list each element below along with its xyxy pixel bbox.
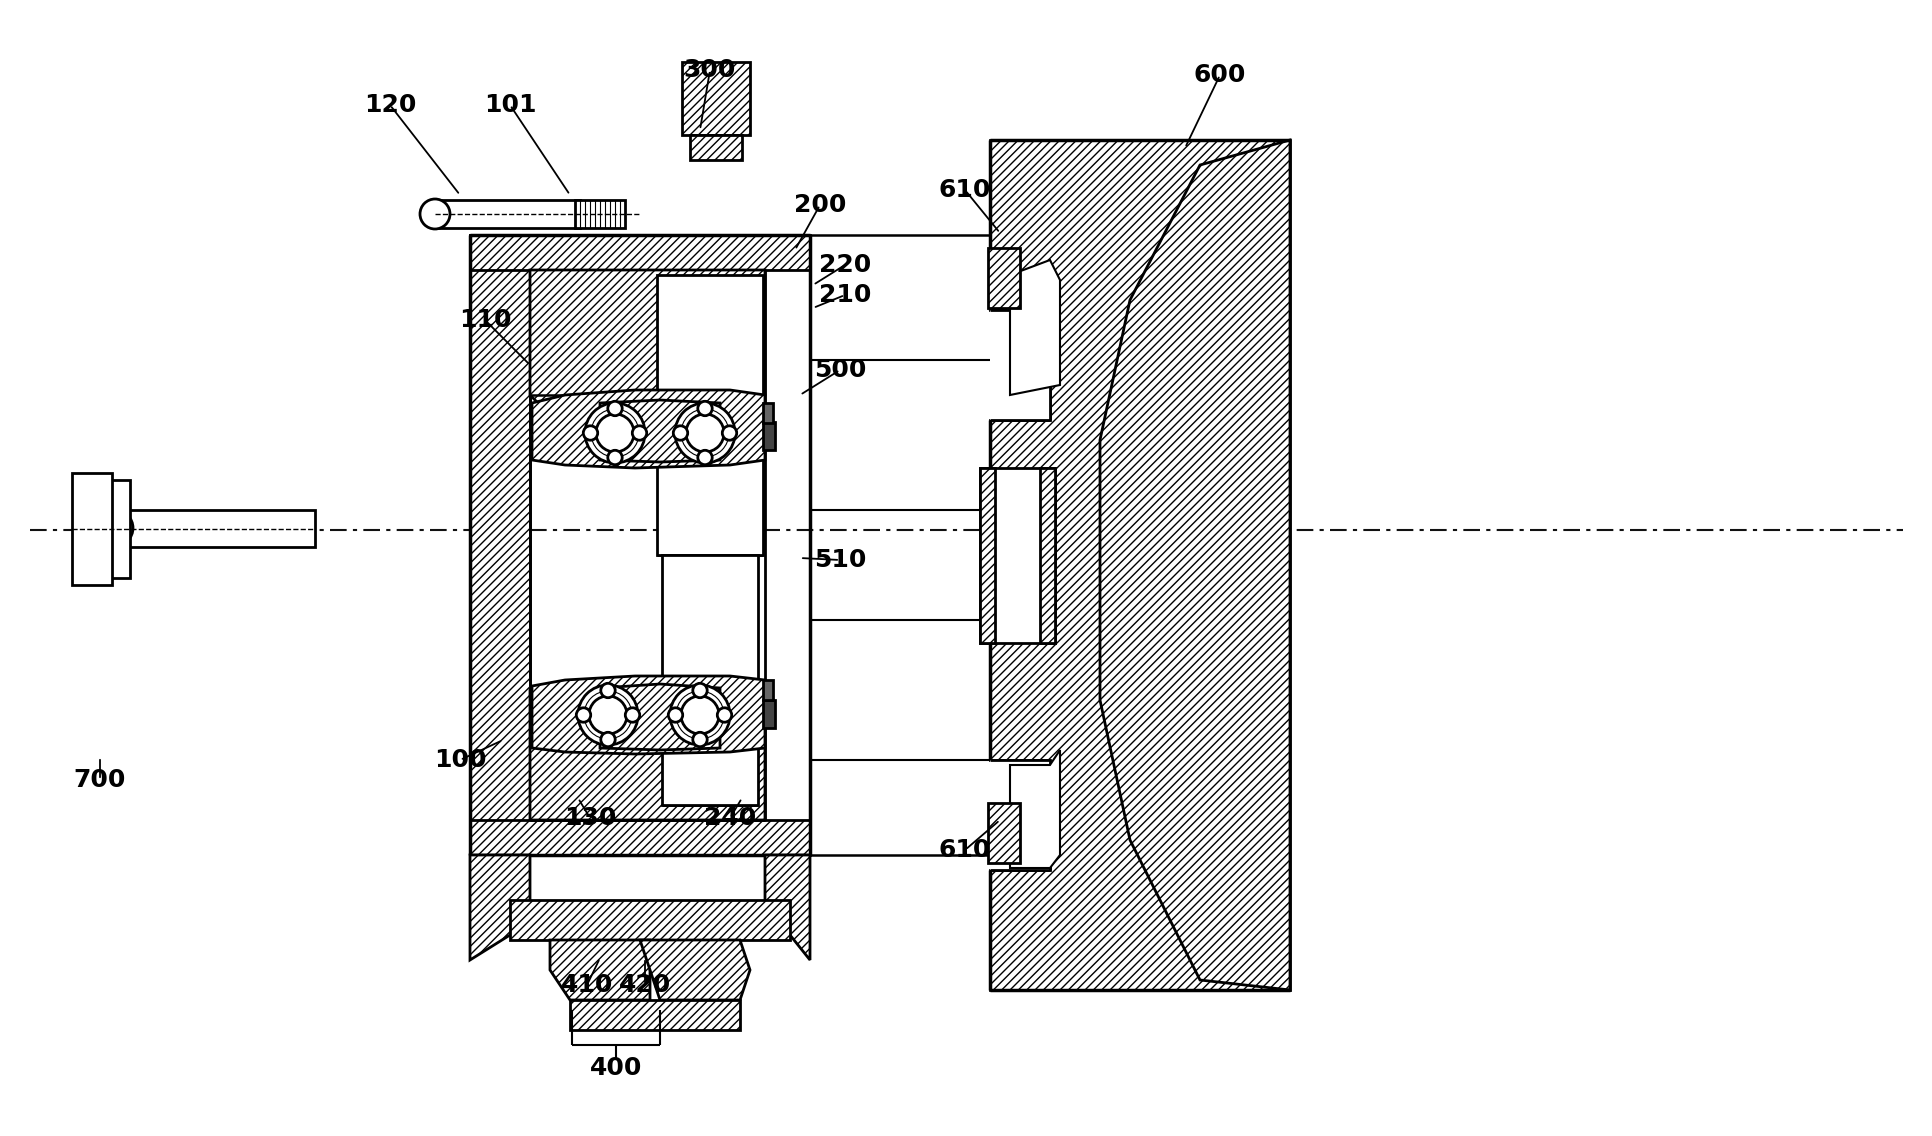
Polygon shape: [529, 690, 765, 820]
Text: 410: 410: [560, 974, 612, 997]
Polygon shape: [763, 680, 773, 700]
Text: 200: 200: [794, 193, 846, 217]
Polygon shape: [987, 248, 1020, 308]
Circle shape: [97, 510, 133, 546]
Polygon shape: [763, 700, 775, 728]
Circle shape: [670, 685, 730, 745]
Circle shape: [632, 426, 647, 441]
Text: 610: 610: [939, 178, 991, 202]
Text: 610: 610: [939, 838, 991, 862]
Text: 110: 110: [458, 308, 510, 332]
Circle shape: [601, 683, 614, 698]
Text: 600: 600: [1194, 62, 1246, 87]
Polygon shape: [987, 803, 1020, 863]
Polygon shape: [1099, 140, 1289, 989]
Polygon shape: [570, 1000, 740, 1030]
Polygon shape: [657, 275, 763, 556]
Polygon shape: [989, 310, 1049, 420]
Text: 101: 101: [483, 93, 535, 117]
Polygon shape: [435, 200, 580, 228]
Circle shape: [723, 426, 736, 441]
Text: 510: 510: [813, 548, 866, 573]
Polygon shape: [551, 939, 649, 1000]
Polygon shape: [469, 235, 810, 270]
Polygon shape: [529, 270, 765, 431]
Polygon shape: [765, 855, 810, 960]
Text: 240: 240: [703, 807, 755, 830]
Circle shape: [578, 685, 638, 745]
Text: 100: 100: [433, 747, 487, 772]
Polygon shape: [574, 200, 624, 228]
Circle shape: [674, 403, 734, 463]
Polygon shape: [469, 855, 529, 960]
Text: 220: 220: [819, 253, 871, 277]
Circle shape: [595, 414, 634, 452]
Circle shape: [576, 708, 591, 722]
Text: 700: 700: [73, 768, 126, 792]
Polygon shape: [763, 403, 773, 423]
Text: 400: 400: [589, 1056, 641, 1080]
Polygon shape: [71, 473, 112, 585]
Circle shape: [697, 401, 711, 416]
Text: 130: 130: [564, 807, 616, 830]
Polygon shape: [980, 468, 995, 643]
Polygon shape: [682, 62, 750, 135]
Polygon shape: [531, 676, 765, 754]
Polygon shape: [1010, 260, 1059, 395]
Polygon shape: [108, 481, 129, 578]
Circle shape: [624, 708, 639, 722]
Circle shape: [607, 401, 622, 416]
Polygon shape: [531, 390, 765, 468]
Polygon shape: [599, 684, 719, 750]
Circle shape: [692, 733, 707, 746]
Polygon shape: [1010, 750, 1059, 868]
Polygon shape: [114, 510, 315, 548]
Polygon shape: [980, 468, 1055, 643]
Circle shape: [583, 426, 597, 441]
Polygon shape: [599, 400, 719, 462]
Polygon shape: [763, 421, 775, 450]
Circle shape: [697, 450, 711, 465]
Text: 210: 210: [819, 283, 871, 307]
Circle shape: [686, 414, 724, 452]
Polygon shape: [661, 556, 757, 805]
Polygon shape: [510, 900, 790, 939]
Circle shape: [585, 403, 645, 463]
Text: 300: 300: [684, 58, 736, 82]
Circle shape: [589, 696, 626, 734]
Polygon shape: [469, 235, 529, 840]
Circle shape: [672, 426, 688, 441]
Polygon shape: [639, 939, 750, 1000]
Circle shape: [668, 708, 682, 722]
Text: 420: 420: [618, 974, 670, 997]
Circle shape: [680, 696, 719, 734]
Polygon shape: [469, 820, 810, 855]
Circle shape: [419, 199, 450, 229]
Polygon shape: [989, 760, 1049, 870]
Text: 500: 500: [813, 358, 866, 382]
Polygon shape: [989, 140, 1289, 989]
Polygon shape: [1039, 468, 1055, 643]
Circle shape: [601, 733, 614, 746]
Circle shape: [692, 683, 707, 698]
Circle shape: [607, 450, 622, 465]
Text: 120: 120: [363, 93, 415, 117]
Polygon shape: [690, 135, 742, 160]
Circle shape: [717, 708, 732, 722]
